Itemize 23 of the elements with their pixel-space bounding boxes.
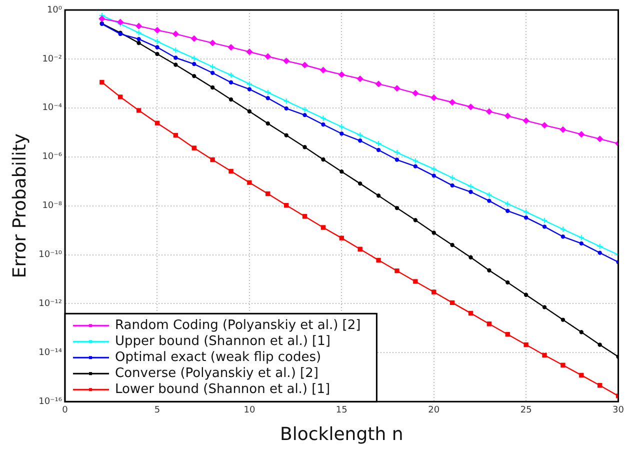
y-tick-label: 10⁻¹⁰ bbox=[38, 250, 62, 260]
legend-label: Lower bound (Shannon et al.) [1] bbox=[115, 382, 330, 397]
x-tick-label: 10 bbox=[244, 405, 256, 416]
x-tick-label: 15 bbox=[336, 405, 348, 416]
y-tick-label: 10⁻⁴ bbox=[42, 103, 62, 114]
y-tick-label: 10⁻² bbox=[42, 54, 62, 64]
legend-label: Random Coding (Polyanskiy et al.) [2] bbox=[115, 318, 361, 333]
legend-label: Upper bound (Shannon et al.) [1] bbox=[115, 334, 330, 349]
x-tick-label: 25 bbox=[520, 405, 532, 416]
y-tick-label: 10⁻⁸ bbox=[42, 201, 62, 212]
legend-label: Optimal exact (weak flip codes) bbox=[115, 350, 322, 365]
y-axis-title: Error Probability bbox=[9, 133, 30, 278]
x-tick-label: 0 bbox=[62, 405, 68, 416]
y-tick-label: 10⁻⁶ bbox=[42, 152, 62, 162]
y-tick-label: 10⁻¹² bbox=[38, 299, 62, 310]
legend-label: Converse (Polyanskiy et al.) [2] bbox=[115, 366, 318, 381]
y-tick-label: 10⁰ bbox=[46, 5, 62, 16]
y-tick-label: 10⁻¹⁴ bbox=[38, 348, 62, 358]
x-tick-label: 5 bbox=[154, 405, 160, 416]
x-tick-label: 20 bbox=[428, 405, 440, 416]
y-tick-label: 10⁻¹⁶ bbox=[38, 396, 62, 407]
x-tick-label: 30 bbox=[612, 405, 624, 416]
x-axis-title: Blocklength n bbox=[280, 424, 404, 445]
